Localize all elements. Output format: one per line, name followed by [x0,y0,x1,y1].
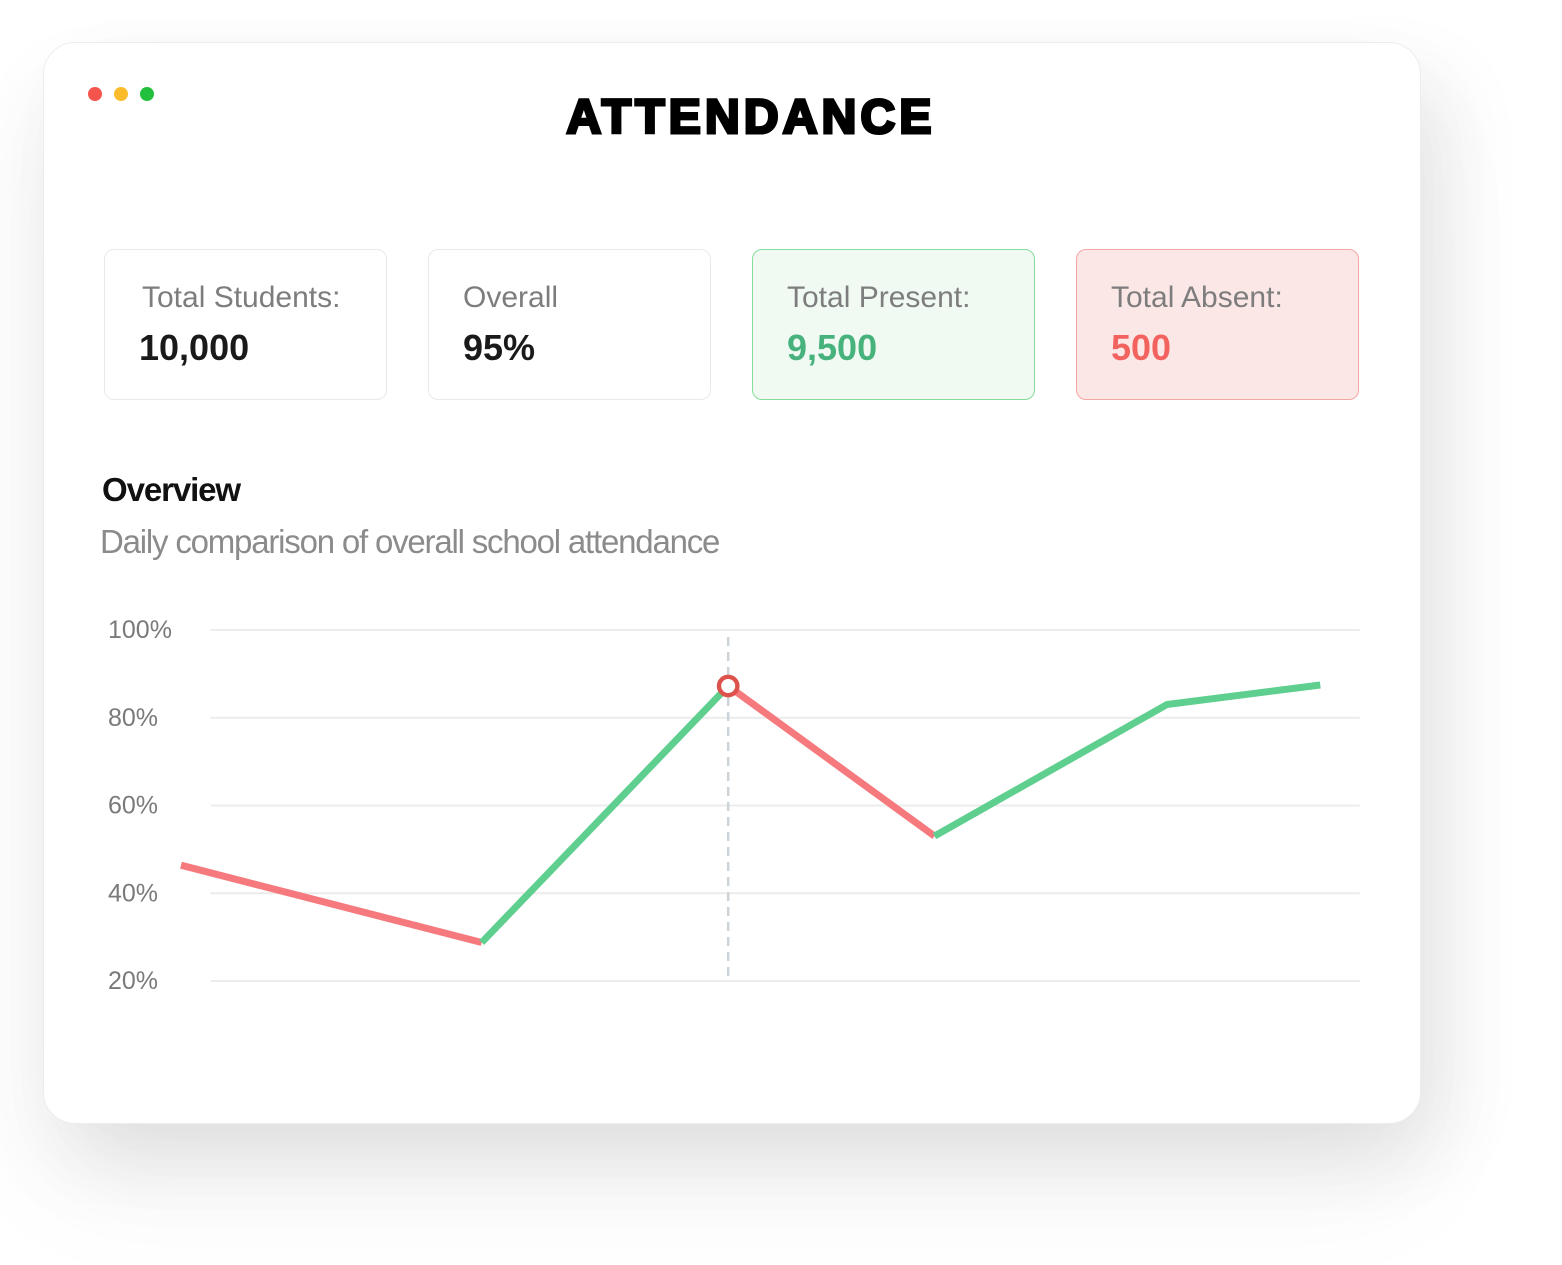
svg-text:80%: 80% [108,704,158,732]
svg-text:100%: 100% [108,616,172,644]
svg-text:20%: 20% [108,967,158,995]
svg-text:40%: 40% [108,879,158,907]
svg-text:60%: 60% [108,792,158,820]
